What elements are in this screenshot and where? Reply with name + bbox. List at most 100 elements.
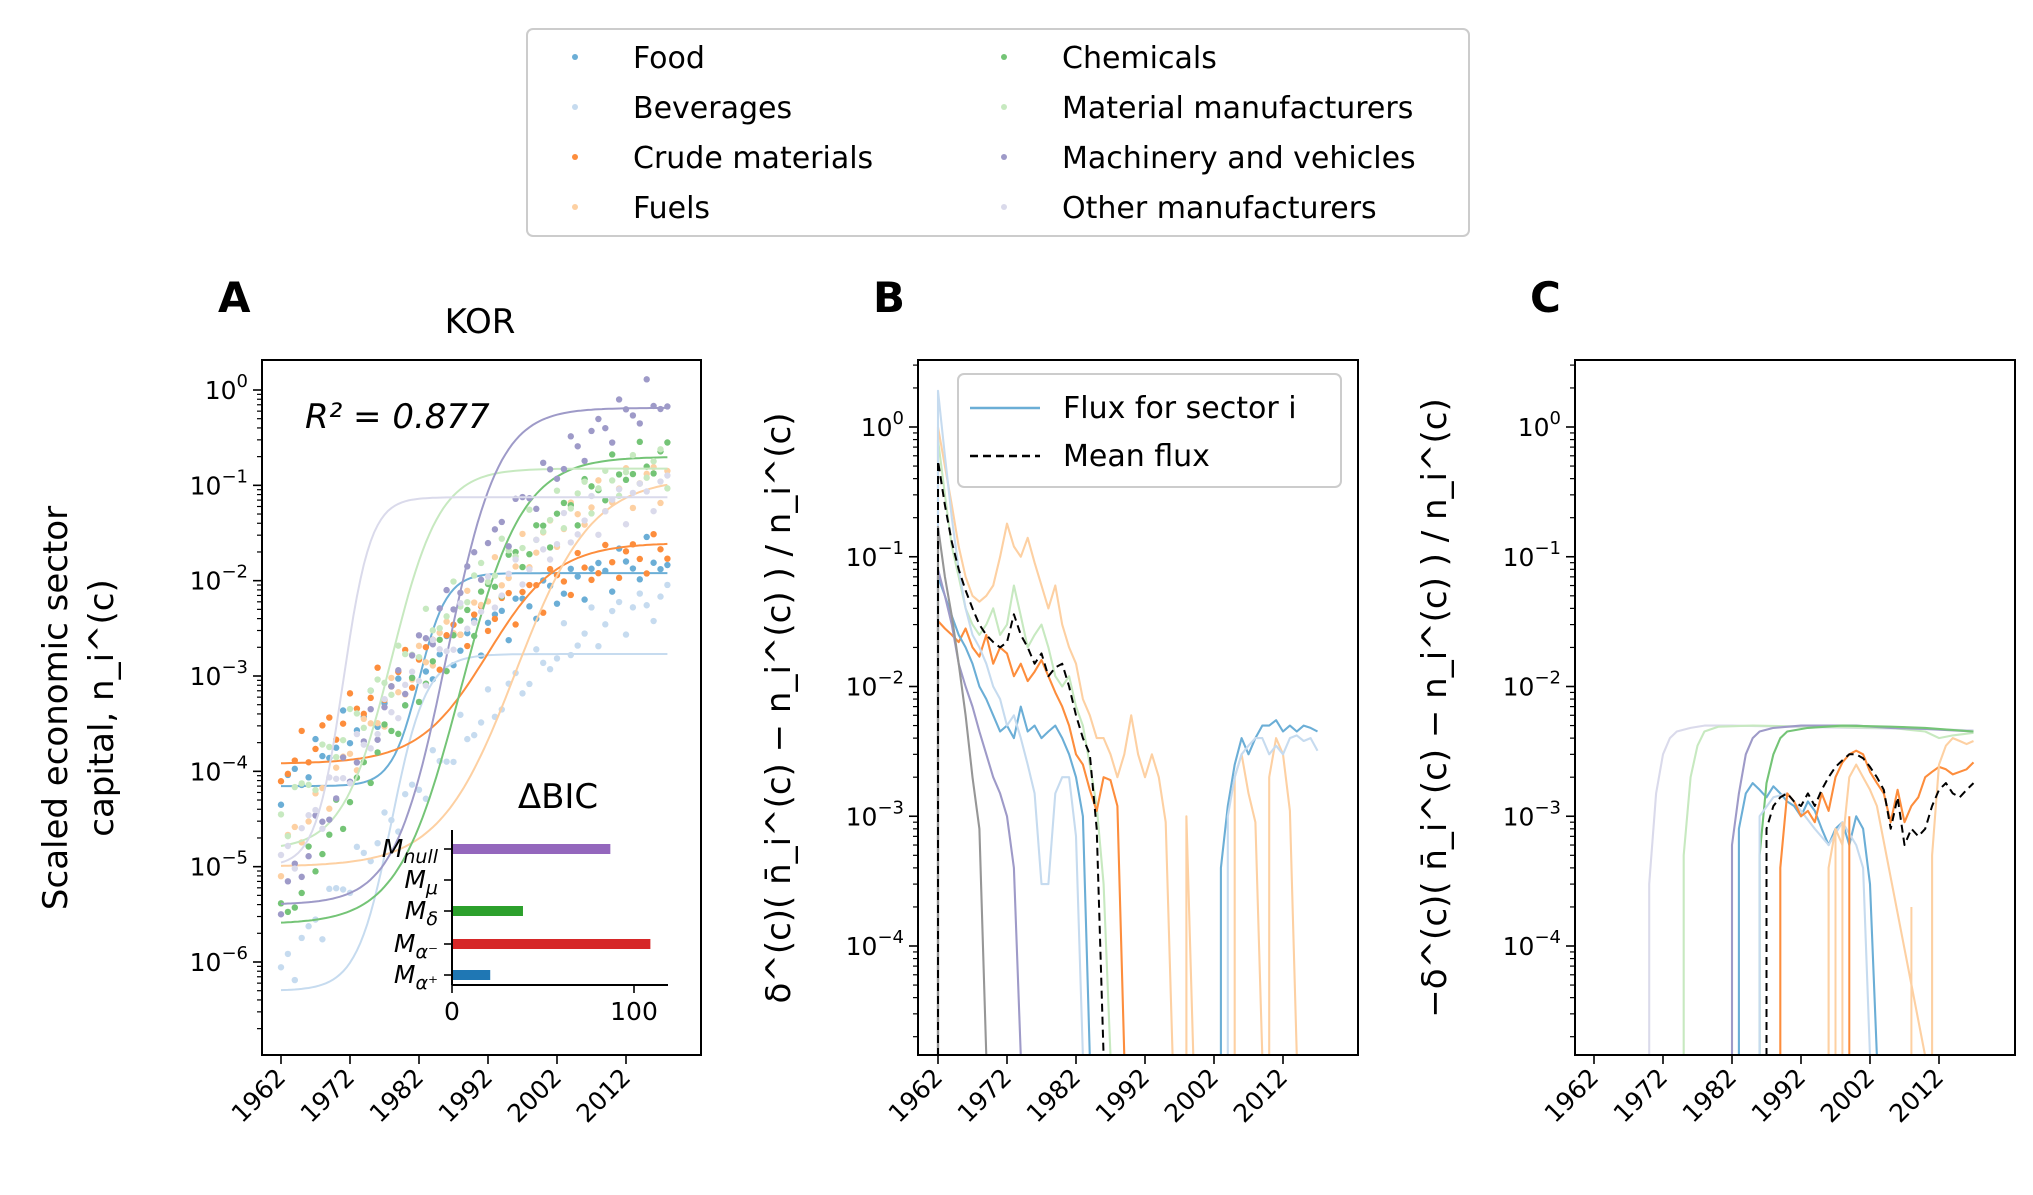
data-point (464, 642, 471, 650)
data-point (367, 687, 374, 694)
data-point (395, 689, 402, 696)
legend-marker (1001, 204, 1007, 210)
data-point (615, 486, 623, 493)
data-point (326, 805, 333, 812)
data-point (512, 621, 519, 628)
data-point (422, 795, 430, 802)
mean-flux-line (937, 459, 1105, 1057)
data-point (505, 543, 512, 550)
panel-b-yticks: 10−4 10−3 10−2 10−1 100 (846, 364, 918, 1038)
panel-b: 10−4 10−3 10−2 10−1 100 1962 1972 1982 1992 2002… (759, 359, 1359, 1128)
bic-bar (452, 970, 491, 980)
data-point (664, 561, 671, 569)
panel-a-yticks: 10−6 10−5 10−4 10−3 10−2 10−1 100 (190, 371, 262, 1030)
y-tick-label: 10−3 (1503, 797, 1561, 831)
sector-flux-line (1682, 724, 1974, 1056)
data-point (595, 477, 602, 484)
data-point (602, 508, 609, 515)
data-point (622, 469, 630, 476)
data-point (360, 715, 367, 723)
data-point (291, 904, 298, 911)
data-point (436, 651, 443, 658)
data-point (408, 684, 416, 691)
x-tick-label: 2002 (502, 1063, 567, 1128)
sector-flux-line (1827, 737, 1974, 1057)
y-tick-label: 10−2 (846, 668, 904, 702)
data-point (533, 536, 540, 543)
data-point (526, 495, 533, 502)
y-tick-label: 10−1 (190, 466, 248, 500)
data-point (657, 593, 664, 600)
data-point (567, 651, 574, 659)
data-point (305, 853, 312, 860)
bic-xtick-label: 100 (610, 997, 658, 1026)
x-tick-label: 2002 (1815, 1063, 1880, 1128)
data-point (540, 459, 547, 467)
data-point (553, 487, 561, 494)
data-point (491, 583, 499, 590)
data-point (381, 703, 388, 711)
data-point (643, 602, 650, 609)
data-point (422, 668, 430, 675)
sector-flux-line (1730, 724, 1974, 1056)
panel-c-xticks: 1962 1972 1982 1992 2002 2012 (1539, 1055, 1949, 1128)
data-point (650, 530, 657, 538)
data-point (436, 629, 443, 637)
data-point (477, 608, 485, 615)
sector-flux-line (936, 568, 1022, 1057)
data-point (388, 709, 395, 716)
data-point (457, 711, 464, 718)
data-point (277, 811, 285, 818)
data-point (567, 433, 574, 440)
data-point (615, 574, 623, 582)
data-point (471, 611, 478, 618)
data-point (319, 936, 326, 943)
legend-label: Machinery and vehicles (1062, 141, 1416, 176)
legend-marker (572, 54, 578, 60)
data-point (402, 650, 409, 658)
data-point (443, 632, 450, 639)
sector-flux-line (936, 525, 988, 1057)
data-point (395, 642, 402, 649)
data-point (312, 735, 319, 743)
data-point (464, 625, 471, 632)
data-point (540, 528, 547, 535)
data-point (505, 589, 512, 597)
data-point (471, 599, 478, 606)
y-tick-label: 100 (1518, 408, 1561, 442)
data-point (664, 555, 671, 562)
data-point (546, 466, 554, 473)
panel-a: 10−6 10−5 10−4 10−3 10−2 10−1 100 1962 1972 1982… (36, 359, 702, 1128)
data-point (588, 576, 595, 584)
data-point (657, 478, 664, 485)
data-point (484, 573, 492, 580)
y-tick-label: 10−4 (846, 927, 904, 961)
data-point (353, 843, 361, 851)
data-point (622, 548, 630, 555)
bic-model-label: Mnull (382, 834, 439, 868)
legend-marker (572, 104, 578, 110)
data-point (636, 590, 643, 597)
data-point (581, 596, 588, 603)
data-point (560, 509, 568, 517)
data-point (588, 565, 595, 572)
legend-marker (1001, 104, 1007, 110)
data-point (505, 570, 512, 578)
x-tick-label: 2012 (1228, 1063, 1293, 1128)
data-point (395, 730, 402, 738)
data-point (298, 824, 305, 832)
fit-line (280, 496, 668, 864)
fit-line (280, 653, 668, 992)
data-point (353, 759, 361, 766)
data-point (374, 664, 381, 671)
panel-c-ylabel: −δ^(c)( n̄_i^(c) − n_i^(c) ) / n_i^(c) (1415, 398, 1455, 1017)
data-point (415, 786, 423, 794)
legend-items: Food Beverages Crude materials Fuels Chemica… (572, 41, 1416, 226)
data-point (484, 686, 492, 693)
data-point (491, 615, 499, 623)
data-point (636, 438, 643, 446)
bic-inset-title: ΔBIC (518, 777, 598, 817)
legend-label: Fuels (633, 191, 710, 226)
data-point (319, 741, 326, 748)
data-point (471, 731, 478, 739)
